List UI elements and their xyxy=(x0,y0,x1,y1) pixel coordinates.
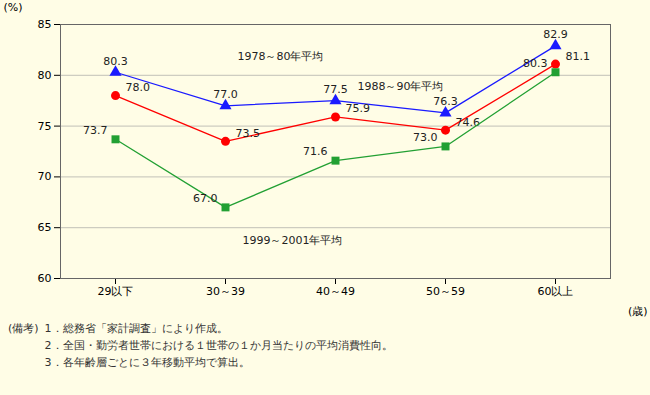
svg-text:73.0: 73.0 xyxy=(413,131,438,144)
svg-text:65: 65 xyxy=(38,221,52,234)
svg-text:71.6: 71.6 xyxy=(303,145,328,158)
svg-text:60以上: 60以上 xyxy=(538,285,574,298)
html-text:3．各年齢層ごとに３年移動平均で算出。: 3．各年齢層ごとに３年移動平均で算出。 xyxy=(44,356,250,369)
svg-text:(%): (%) xyxy=(4,1,23,14)
svg-text:80: 80 xyxy=(38,69,52,82)
svg-text:78.0: 78.0 xyxy=(126,81,151,94)
svg-text:50～59: 50～59 xyxy=(426,285,465,298)
svg-text:1978～80年平均: 1978～80年平均 xyxy=(238,50,324,63)
svg-text:1999～2001年平均: 1999～2001年平均 xyxy=(243,234,343,247)
svg-text:30～39: 30～39 xyxy=(206,285,245,298)
svg-text:73.5: 73.5 xyxy=(236,127,261,140)
svg-text:60: 60 xyxy=(38,272,52,285)
svg-text:29以下: 29以下 xyxy=(98,285,134,298)
svg-text:(歳): (歳) xyxy=(628,305,648,318)
svg-text:82.9: 82.9 xyxy=(543,28,568,41)
svg-text:75.9: 75.9 xyxy=(346,102,371,115)
svg-text:40～49: 40～49 xyxy=(316,285,355,298)
html-text:2．全国・勤労者世帯における１世帯の１か月当たりの平均消費性: 2．全国・勤労者世帯における１世帯の１か月当たりの平均消費性向。 xyxy=(44,339,393,352)
svg-text:80.3: 80.3 xyxy=(523,57,548,70)
svg-text:81.1: 81.1 xyxy=(566,50,591,63)
svg-text:85: 85 xyxy=(38,18,52,31)
svg-text:77.0: 77.0 xyxy=(213,88,238,101)
html-text:1．総務省「家計調査」により作成。: 1．総務省「家計調査」により作成。 xyxy=(44,322,228,335)
svg-text:1988～90年平均: 1988～90年平均 xyxy=(358,80,444,93)
svg-text:70: 70 xyxy=(38,170,52,183)
html-text:(備考): (備考) xyxy=(8,322,39,335)
svg-text:67.0: 67.0 xyxy=(193,192,218,205)
svg-text:76.3: 76.3 xyxy=(433,95,458,108)
svg-text:74.6: 74.6 xyxy=(456,116,481,129)
svg-text:75: 75 xyxy=(38,120,52,133)
svg-text:73.7: 73.7 xyxy=(83,124,108,137)
svg-text:80.3: 80.3 xyxy=(103,55,128,68)
svg-text:77.5: 77.5 xyxy=(323,83,348,96)
